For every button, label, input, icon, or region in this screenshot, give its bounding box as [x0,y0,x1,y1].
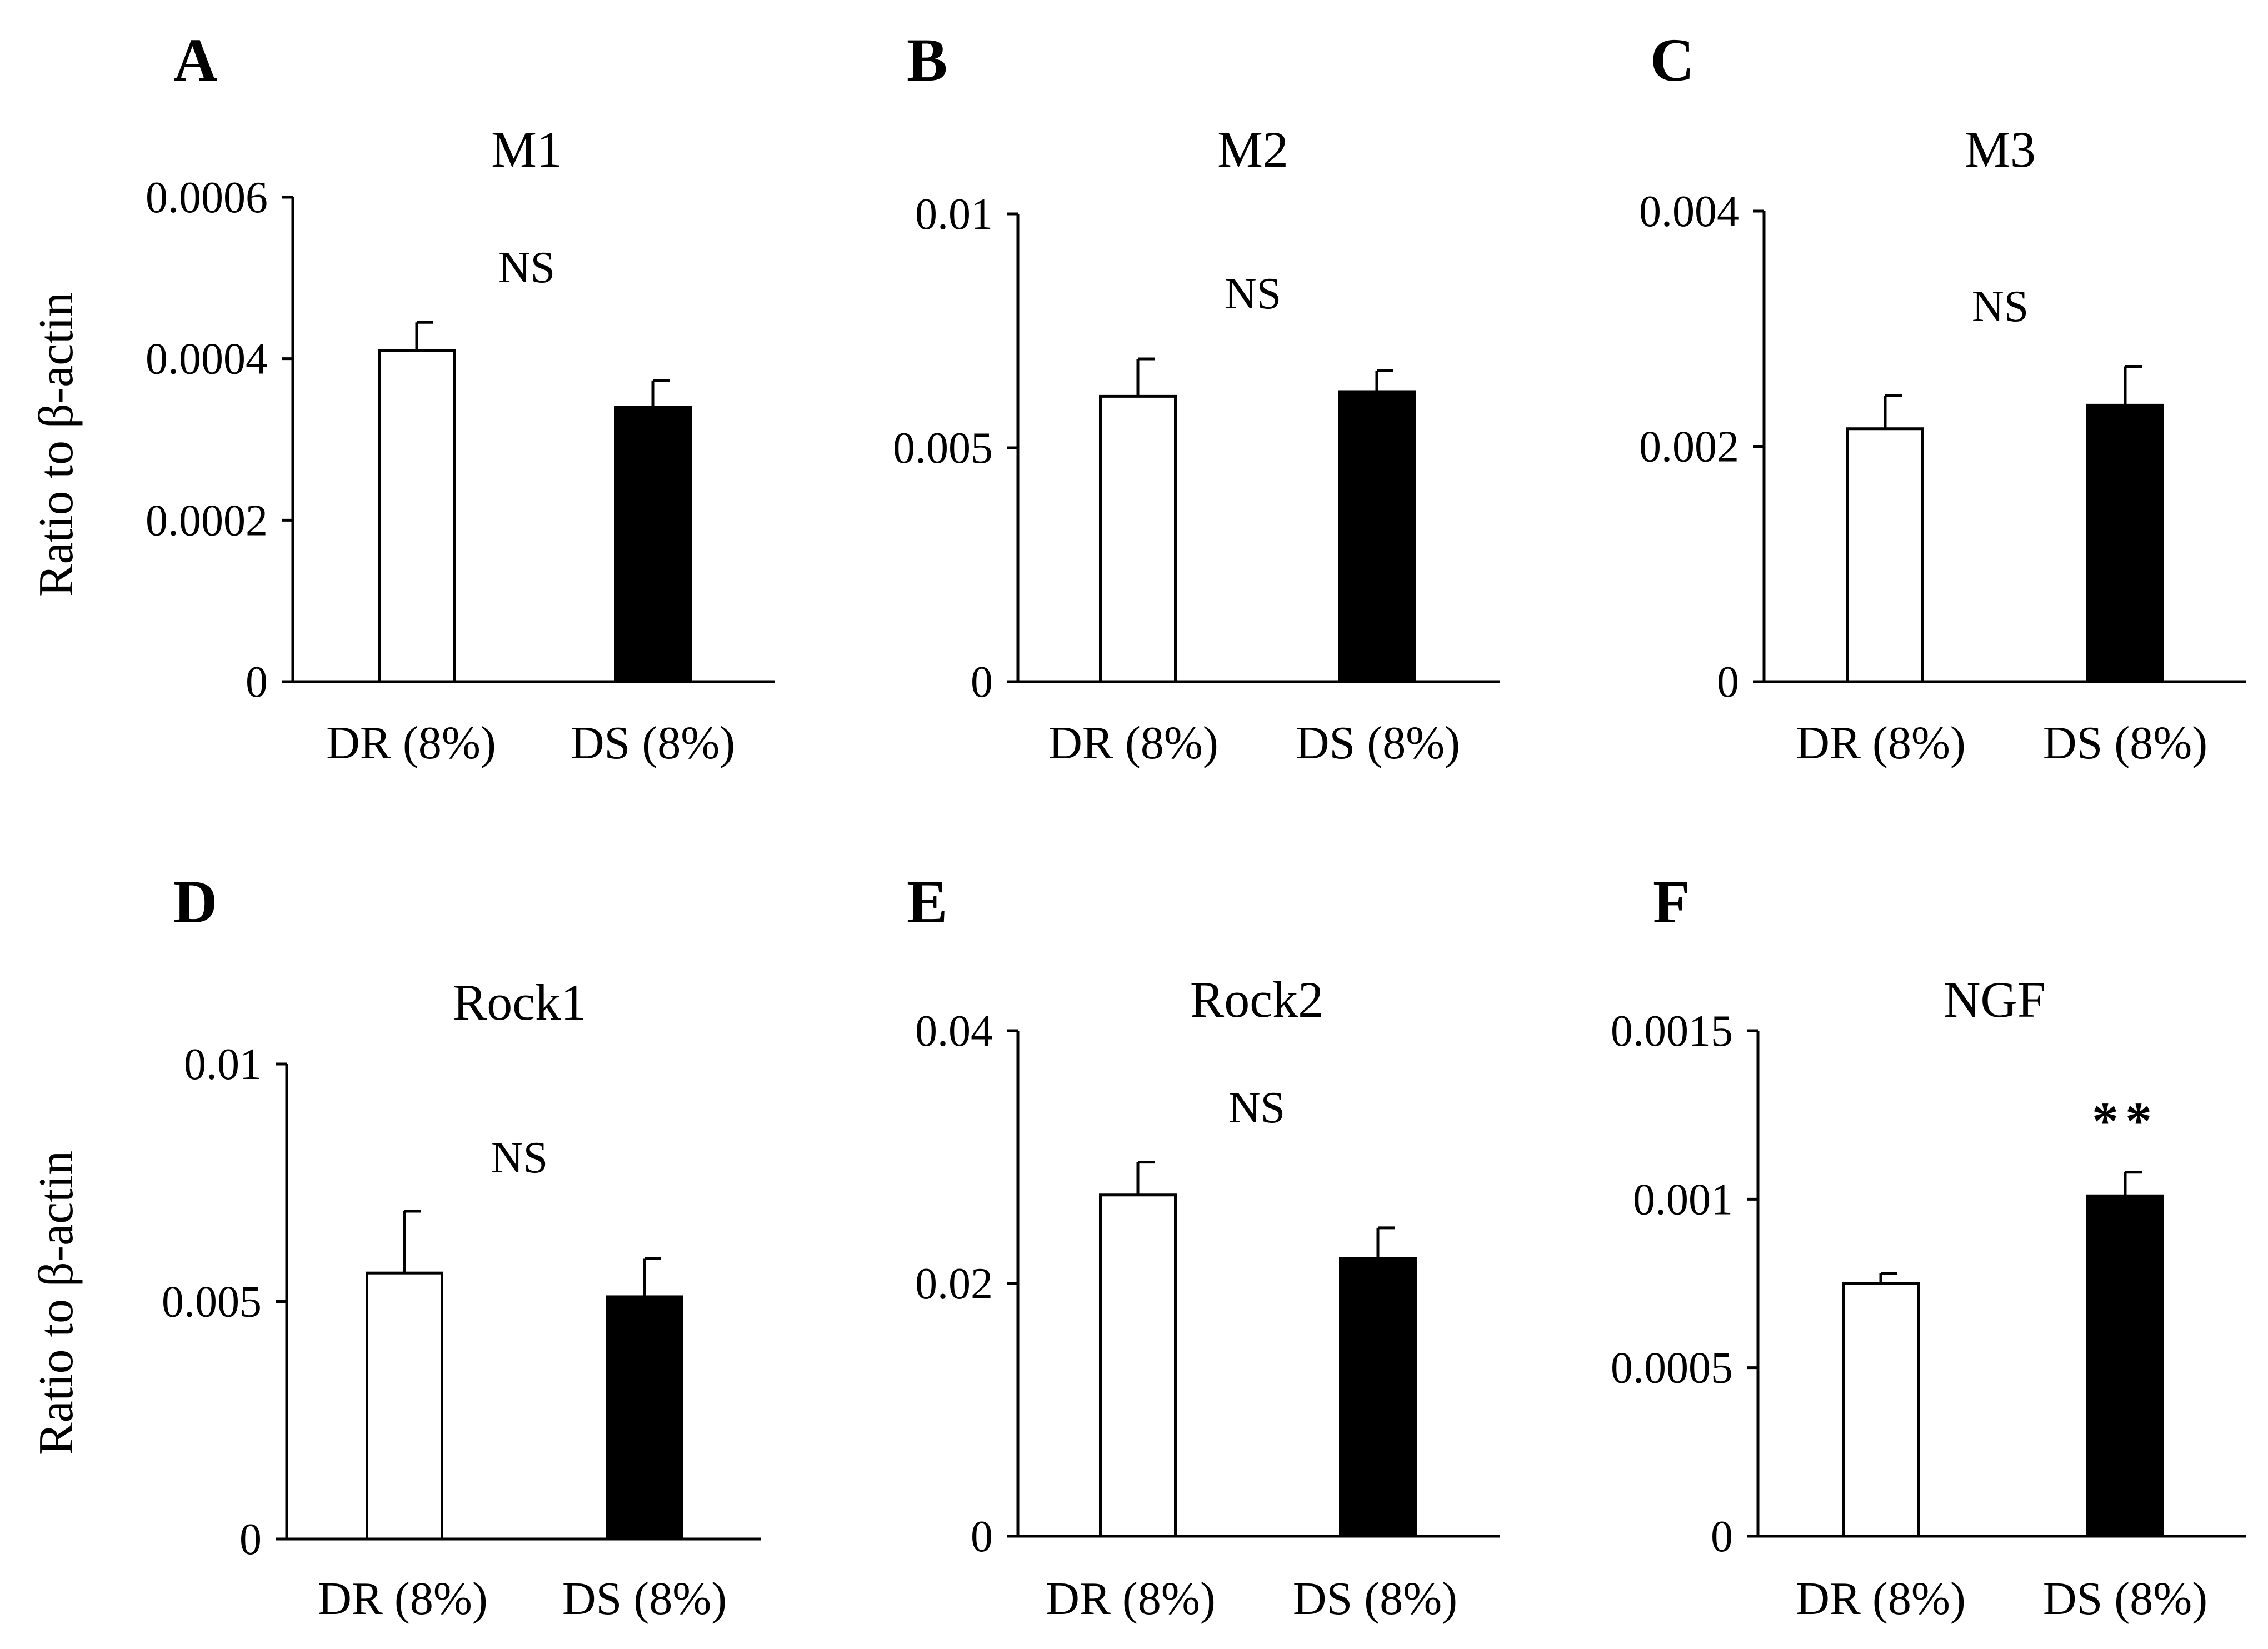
bars [366,1210,683,1541]
category-label-ds: DS (8%) [571,717,735,769]
y-tick-label: 0.005 [893,424,993,473]
chart-title: M1 [491,121,562,178]
bar-dr [1846,427,1924,683]
panel-e-chart: E Rock2 NS 0 0.02 0.04 DR (8%) DS (8%) [907,868,1500,1625]
y-tick-label: 0 [1717,658,1739,707]
significance-annotation: NS [1228,1083,1285,1132]
chart-title: Rock2 [1190,971,1323,1028]
bars [1099,1161,1417,1538]
category-label-dr: DR (8%) [1796,1573,1966,1625]
bar-dr [1842,1282,1920,1538]
bar-ds [606,1295,683,1541]
panel-c-chart: C M3 NS 0 0.002 0.004 DR (8%) DS (8%) [1639,26,2246,769]
bar-dr [1099,1193,1177,1538]
category-label-dr: DR (8%) [326,717,496,769]
y-tick-label: 0.01 [184,1040,262,1089]
significance-annotation: NS [1225,269,1281,318]
chart-title: NGF [1944,971,2046,1028]
bar-dr [366,1271,443,1541]
y-axis-label-bottom-row: Ratio to β-actin [29,1151,83,1455]
panel-letter: A [173,26,217,94]
category-label-dr: DR (8%) [318,1573,488,1625]
y-ticks: 0 0.02 0.04 [915,1007,1500,1561]
y-tick-label: 0 [971,1512,993,1561]
panel-d-chart: D Rock1 NS 0 0.005 0.01 DR (8%) DS (8%) [162,868,761,1625]
y-tick-label: 0.02 [915,1260,993,1308]
significance-annotation: NS [1972,282,2029,331]
bar-dr [378,349,456,683]
panel-b-chart: B M2 NS 0 0.005 0.01 DR (8%) DS (8%) [893,26,1500,769]
y-ticks: 0 0.0002 0.0004 0.0006 [146,173,775,707]
category-label-dr: DR (8%) [1048,717,1218,769]
y-tick-label: 0.0002 [146,496,268,545]
y-tick-label: 0.0015 [1611,1007,1733,1056]
y-ticks: 0 0.0005 0.001 0.0015 [1611,1007,2246,1561]
significance-annotation: NS [498,243,555,292]
y-tick-label: 0 [239,1515,262,1564]
panel-letter: C [1650,26,1694,94]
y-tick-label: 0 [1711,1512,1733,1561]
category-label-ds: DS (8%) [1293,1573,1457,1625]
bar-ds [2086,403,2164,683]
chart-title: Rock1 [453,974,586,1031]
bar-dr [1099,394,1177,683]
y-tick-label: 0.002 [1639,423,1739,472]
y-tick-label: 0.01 [915,190,993,239]
chart-title: M3 [1965,121,2036,178]
category-label-dr: DR (8%) [1046,1573,1216,1625]
y-tick-label: 0.0005 [1611,1344,1733,1393]
bar-ds [2086,1194,2164,1538]
bar-ds [1339,1257,1417,1538]
category-label-ds: DS (8%) [2043,1573,2207,1625]
y-ticks: 0 0.002 0.004 [1639,187,2246,707]
y-tick-label: 0.004 [1639,187,1739,236]
panel-letter: D [173,868,217,936]
y-tick-label: 0.005 [162,1278,262,1327]
panel-f-chart: F NGF 0 0.0005 0.001 0.0015 ** DR (8%) DS (… [1611,868,2246,1625]
bar-ds [1338,390,1416,683]
bars [1099,357,1416,683]
bars [1846,365,2164,683]
y-tick-label: 0 [246,658,268,707]
y-tick-label: 0.04 [915,1007,993,1056]
panel-letter: F [1653,868,1690,936]
bar-ds [614,406,692,683]
panel-letter: E [907,868,947,936]
category-label-dr: DR (8%) [1796,717,1966,769]
y-axis-label-top-row: Ratio to β-actin [29,292,83,597]
y-tick-label: 0.0006 [146,173,268,222]
significance-annotation: ** [2092,1091,2159,1151]
y-tick-label: 0 [971,658,993,707]
y-ticks: 0 0.005 0.01 [893,190,1500,707]
panel-a-chart: A M1 NS 0 0.0002 0.0004 0.0006 DR (8%) DS (… [146,26,775,769]
category-label-ds: DS (8%) [562,1573,727,1625]
y-tick-label: 0.0004 [146,335,268,384]
significance-annotation: NS [491,1133,548,1182]
bars [1842,1171,2164,1538]
chart-title: M2 [1217,121,1288,178]
category-label-ds: DS (8%) [1296,717,1460,769]
panel-letter: B [907,26,947,94]
y-tick-label: 0.001 [1633,1175,1733,1224]
category-label-ds: DS (8%) [2043,717,2207,769]
bars [378,321,692,683]
